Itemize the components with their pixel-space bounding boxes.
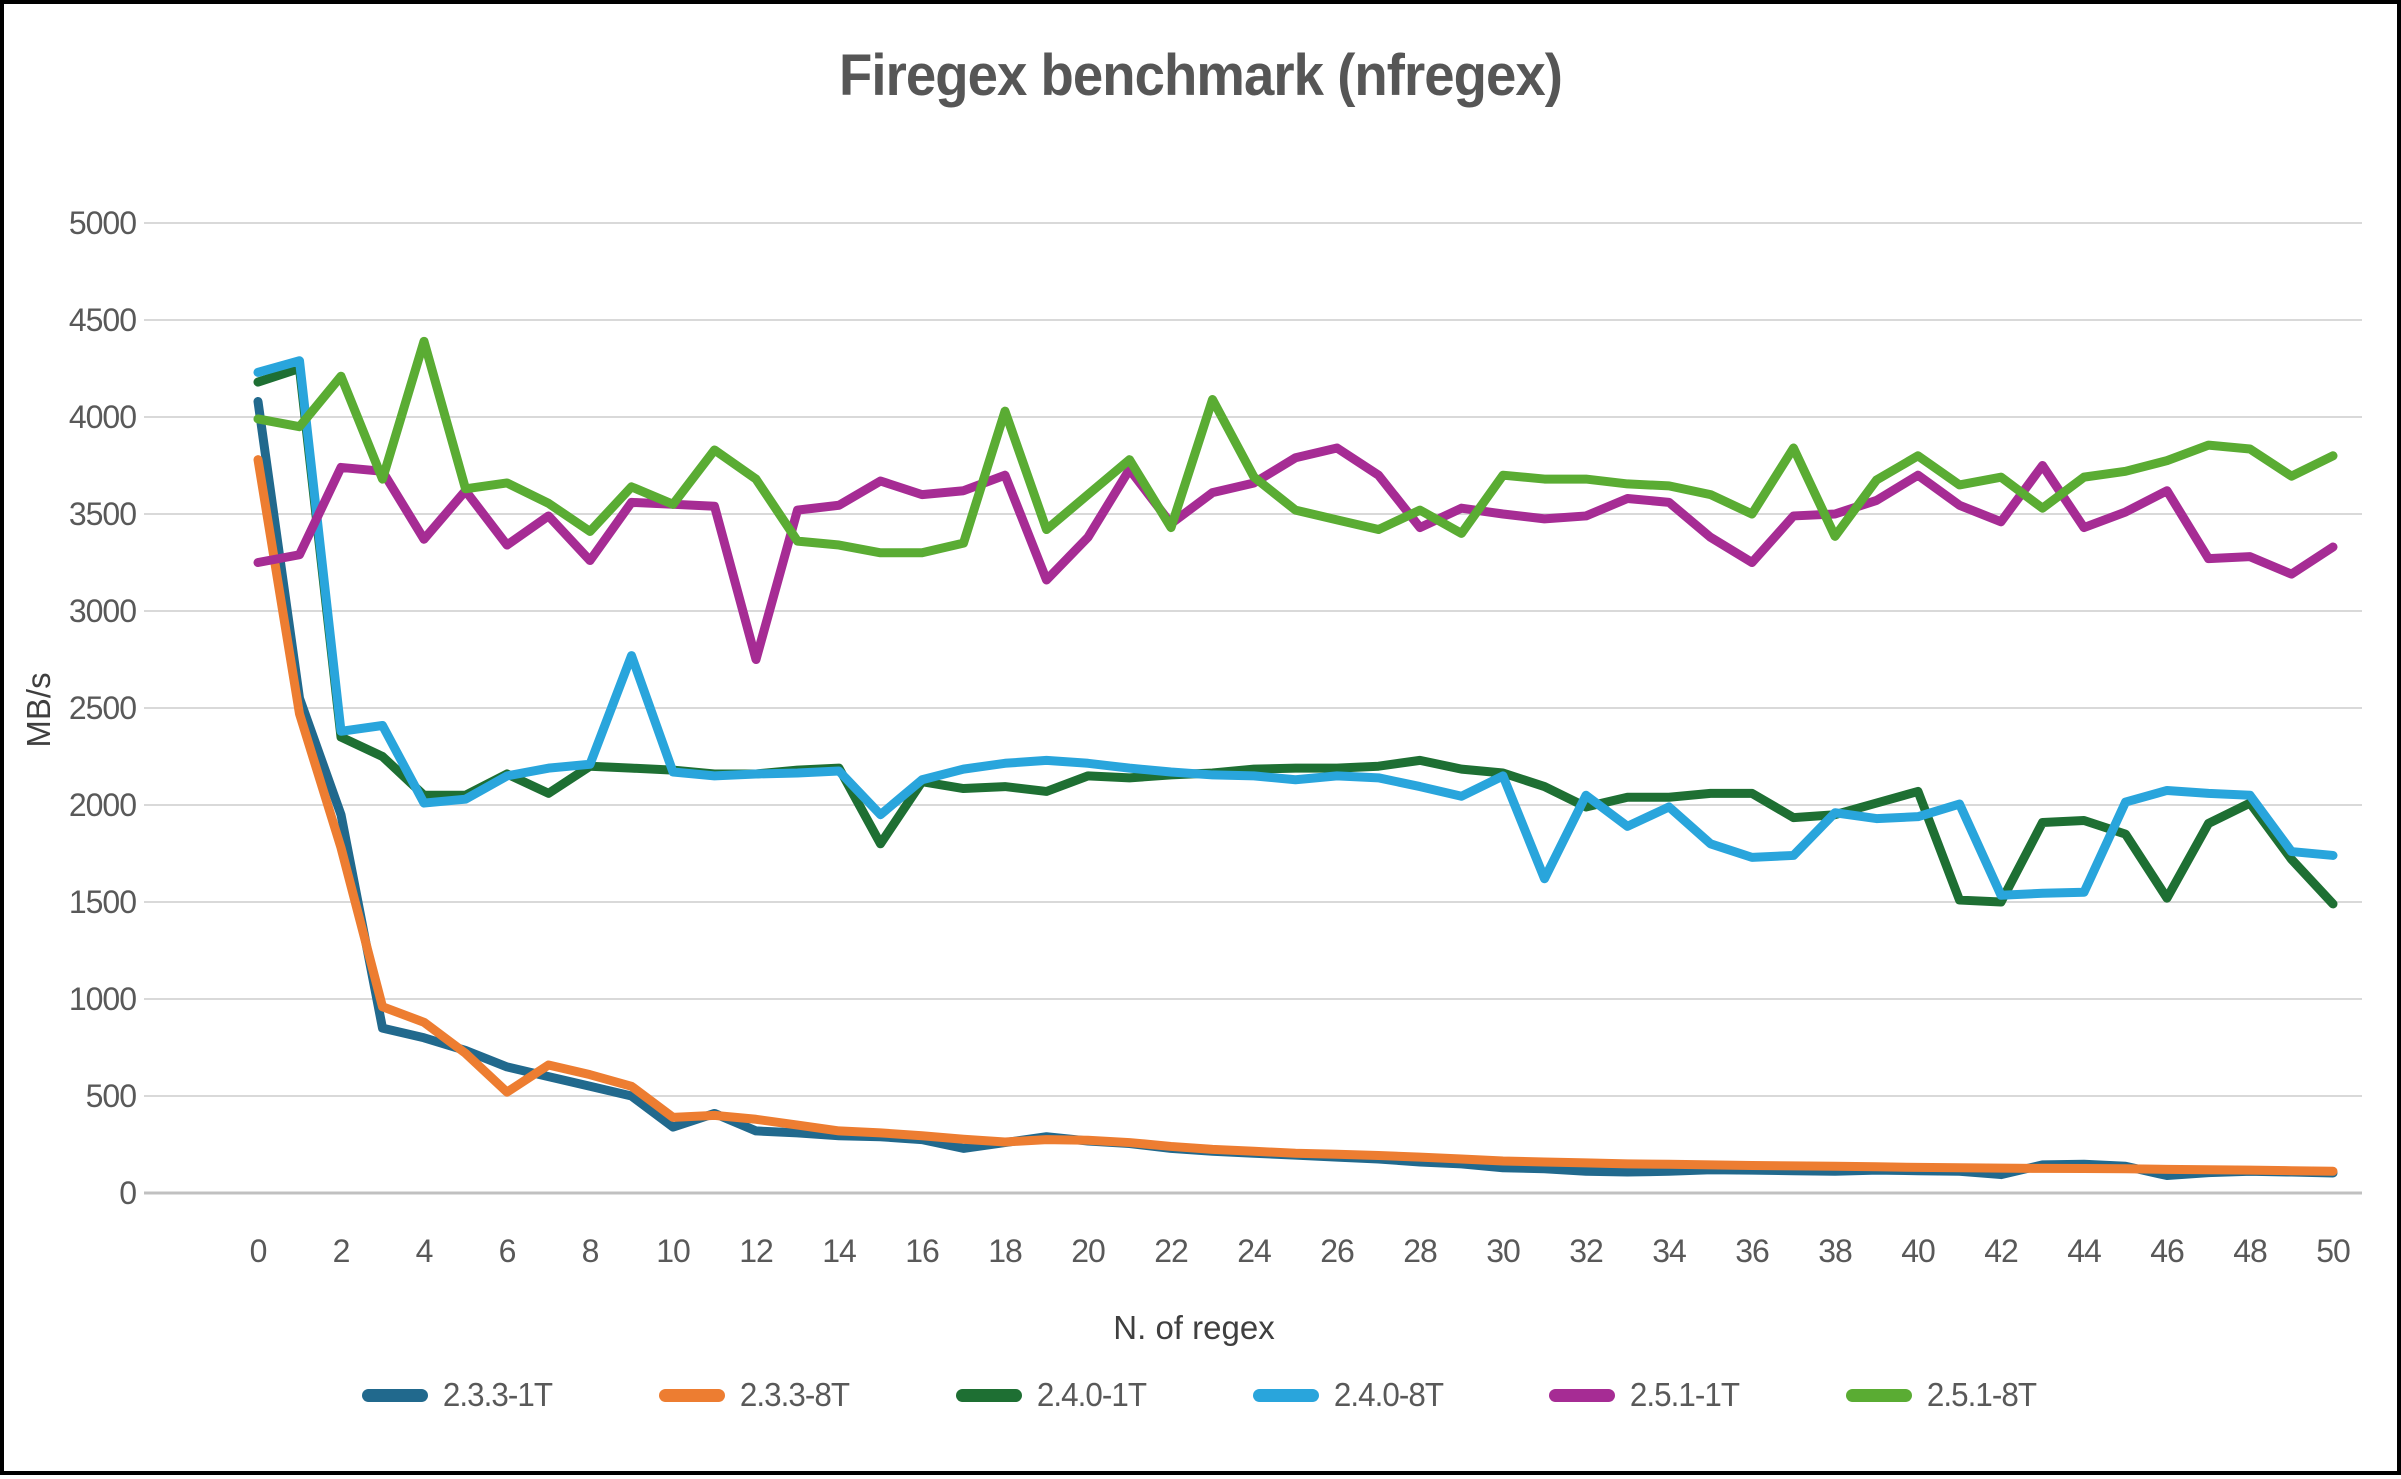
legend-label: 2.4.0-1T [1036, 1376, 1146, 1413]
x-tick-label: 46 [2150, 1233, 2184, 1269]
legend-label: 2.5.1-8T [1927, 1376, 2037, 1413]
y-tick-label: 0 [119, 1175, 136, 1211]
y-axis-title: MB/s [20, 672, 57, 747]
legend-label: 2.4.0-8T [1333, 1376, 1443, 1413]
series-line-2.5.1-1T [253, 443, 2338, 664]
x-tick-label: 40 [1901, 1233, 1935, 1269]
x-tick-label: 8 [582, 1233, 599, 1269]
x-tick-label: 42 [1984, 1233, 2018, 1269]
legend-item-2.5.1-1T: 2.5.1-1T [1549, 1376, 1742, 1414]
x-tick-label: 4 [416, 1233, 433, 1269]
legend-item-2.5.1-8T: 2.5.1-8T [1846, 1376, 2039, 1414]
x-tick-label: 38 [1818, 1233, 1852, 1269]
series-line-2.5.1-8T [253, 336, 2338, 558]
x-tick-label: 28 [1403, 1233, 1437, 1269]
x-tick-label: 26 [1320, 1233, 1354, 1269]
x-tick-label: 18 [988, 1233, 1022, 1269]
x-tick-label: 30 [1486, 1233, 1520, 1269]
series-line-2.4.0-1T [253, 364, 2338, 909]
x-tick-label: 2 [333, 1233, 350, 1269]
x-axis-title: N. of regex [1113, 1309, 1275, 1346]
y-tick-label: 500 [86, 1078, 137, 1114]
chart-title: Firegex benchmark (nfregex) [838, 43, 1563, 108]
x-tick-label: 14 [822, 1233, 856, 1269]
x-tick-label: 50 [2316, 1233, 2350, 1269]
y-tick-label: 1500 [69, 884, 136, 920]
legend-label: 2.3.3-1T [442, 1376, 553, 1413]
y-tick-label: 3000 [69, 593, 136, 629]
y-tick-label: 2000 [69, 787, 136, 823]
x-tick-label: 10 [656, 1233, 690, 1269]
x-tick-label: 36 [1735, 1233, 1769, 1269]
legend-swatch-2.5.1-8T [1846, 1388, 1913, 1402]
x-tick-label: 44 [2067, 1233, 2101, 1269]
legend-item-2.3.3-1T: 2.3.3-1T [361, 1376, 555, 1414]
y-tick-label: 2500 [69, 690, 136, 726]
legend-label: 2.3.3-8T [739, 1376, 850, 1413]
x-tick-label: 6 [499, 1233, 516, 1269]
legend-label: 2.5.1-1T [1630, 1376, 1740, 1413]
y-tick-label: 4500 [69, 302, 136, 338]
legend-item-2.3.3-8T: 2.3.3-8T [658, 1376, 852, 1414]
x-tick-label: 16 [905, 1233, 939, 1269]
legend-swatch-2.4.0-8T [1252, 1388, 1319, 1402]
y-tick-label: 4000 [69, 399, 136, 435]
legend-swatch-2.3.3-1T [361, 1388, 428, 1402]
legend-item-2.4.0-1T: 2.4.0-1T [955, 1376, 1149, 1414]
x-tick-label: 0 [250, 1233, 267, 1269]
chart-legend: 2.3.3-1T 2.3.3-8T 2.4.0-1T 2.4.0-8T 2.5.1-1T… [4, 1376, 2397, 1414]
x-tick-label: 24 [1237, 1233, 1271, 1269]
x-tick-label: 32 [1569, 1233, 1603, 1269]
x-tick-label: 34 [1652, 1233, 1686, 1269]
legend-swatch-2.4.0-1T [955, 1388, 1022, 1402]
x-tick-label: 20 [1071, 1233, 1105, 1269]
legend-item-2.4.0-8T: 2.4.0-8T [1252, 1376, 1446, 1414]
series-line-2.4.0-8T [253, 356, 2338, 900]
y-tick-label: 5000 [69, 205, 136, 241]
legend-swatch-2.5.1-1T [1549, 1388, 1616, 1402]
y-tick-label: 3500 [69, 496, 136, 532]
x-tick-label: 48 [2233, 1233, 2267, 1269]
chart-canvas: 0500100015002000250030003500400045005000… [20, 205, 2362, 1346]
x-tick-label: 22 [1154, 1233, 1188, 1269]
legend-swatch-2.3.3-8T [658, 1388, 725, 1402]
y-tick-label: 1000 [69, 981, 136, 1017]
series-line-2.3.3-8T [253, 455, 2338, 1176]
x-tick-label: 12 [739, 1233, 773, 1269]
